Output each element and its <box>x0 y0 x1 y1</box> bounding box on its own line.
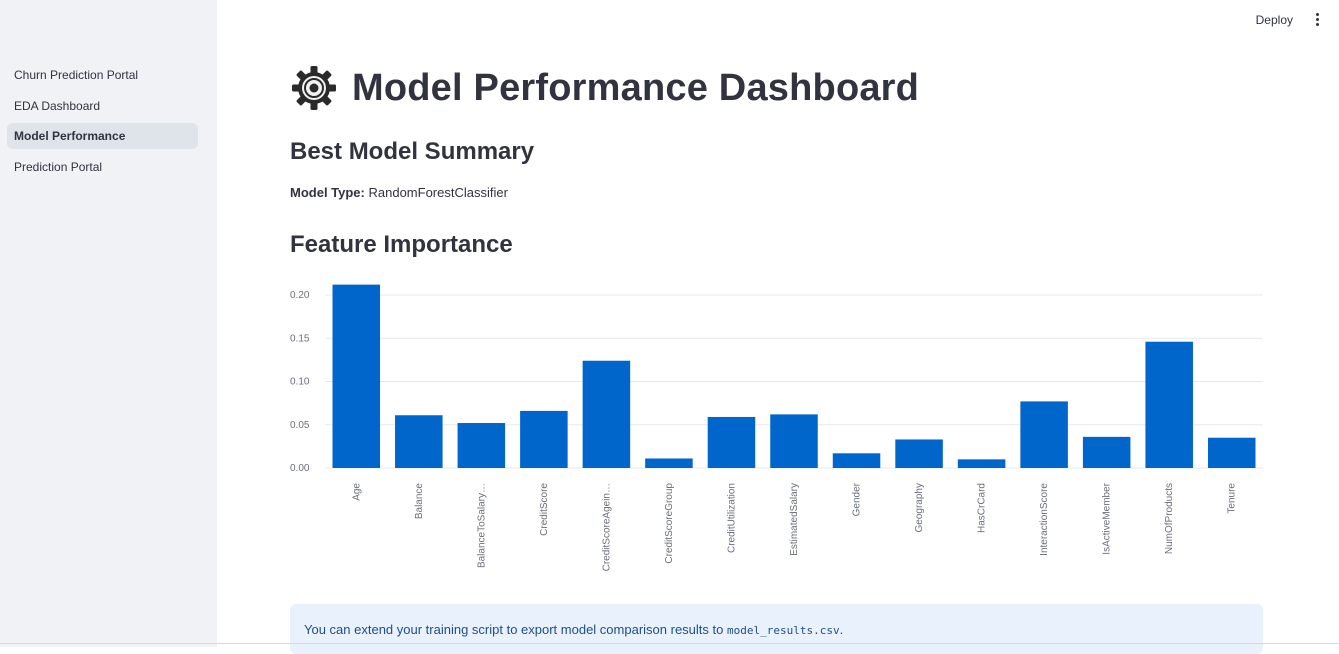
info-message: You can extend your training script to e… <box>304 622 843 637</box>
info-box: You can extend your training script to e… <box>290 604 1263 654</box>
x-tick-label: HasCrCard <box>977 483 988 533</box>
x-tick-label: NumOfProducts <box>1164 483 1175 554</box>
sidebar-item-churn-prediction-portal[interactable]: Churn Prediction Portal <box>14 68 139 82</box>
page-title: Model Performance Dashboard <box>352 66 920 109</box>
sidebar-item-prediction-portal[interactable]: Prediction Portal <box>14 159 103 174</box>
bar[interactable] <box>707 416 756 468</box>
vertical-dots-icon[interactable] <box>1313 12 1321 28</box>
sidebar: Churn Prediction Portal EDA Dashboard Mo… <box>0 0 217 647</box>
model-type-value: RandomForestClassifier <box>368 185 508 200</box>
x-tick-label: InteractionScore <box>1039 483 1050 556</box>
x-tick-label: CreditUtilization <box>726 483 737 553</box>
x-tick-label: CreditScoreAgein… <box>601 483 612 571</box>
best-model-summary-heading: Best Model Summary <box>290 138 535 165</box>
top-bar: Deploy <box>217 0 1339 40</box>
sidebar-item-eda-dashboard[interactable]: EDA Dashboard <box>14 98 101 113</box>
bar[interactable] <box>832 453 881 468</box>
deploy-button[interactable]: Deploy <box>1255 13 1293 27</box>
info-message-text: You can extend your training script to e… <box>304 622 724 637</box>
bar[interactable] <box>1082 436 1131 468</box>
bar[interactable] <box>332 284 381 468</box>
x-tick-label: Gender <box>852 482 863 516</box>
y-tick-label: 0.00 <box>290 463 310 474</box>
y-tick-label: 0.05 <box>290 420 310 431</box>
y-tick-label: 0.15 <box>290 333 310 344</box>
feature-importance-heading: Feature Importance <box>290 231 513 258</box>
bar[interactable] <box>770 414 818 468</box>
bar[interactable] <box>957 459 1006 468</box>
x-tick-label: Balance <box>414 483 425 520</box>
x-tick-label: BalanceToSalary… <box>476 483 487 568</box>
x-tick-label: EstimatedSalary <box>789 483 800 556</box>
y-tick-label: 0.10 <box>290 377 310 388</box>
feature-importance-chart: 0.00 0.05 0.10 0.15 0.20 Age Balance BalanceToS… <box>290 284 1263 571</box>
bar[interactable] <box>520 410 568 468</box>
model-type-line: Model Type: RandomForestClassifier <box>290 185 508 200</box>
bar[interactable] <box>1020 401 1068 468</box>
x-tick-label: IsActiveMember <box>1102 482 1113 554</box>
info-suffix: . <box>839 622 844 637</box>
y-tick-label: 0.20 <box>290 290 310 301</box>
x-tick-label: Geography <box>914 483 925 532</box>
bottom-divider <box>0 643 1339 644</box>
bar[interactable] <box>1207 437 1256 468</box>
model-type-label: Model Type: <box>290 185 365 200</box>
info-code: model_results.csv <box>726 624 840 637</box>
bar[interactable] <box>457 423 506 468</box>
bar[interactable] <box>395 415 443 468</box>
title-row: Model Performance Dashboard <box>290 60 919 116</box>
bar[interactable] <box>645 458 693 468</box>
sidebar-item-model-performance[interactable]: Model Performance <box>7 123 198 150</box>
x-tick-label: CreditScore <box>539 483 550 536</box>
bar[interactable] <box>1145 341 1193 468</box>
bar[interactable] <box>895 439 943 468</box>
gear-icon <box>292 66 336 110</box>
x-tick-label: Tenure <box>1227 483 1238 514</box>
x-tick-label: CreditScoreGroup <box>664 483 675 564</box>
sidebar-nav: Churn Prediction Portal EDA Dashboard Mo… <box>7 62 198 184</box>
x-tick-label: Age <box>351 483 362 501</box>
bar[interactable] <box>582 360 631 468</box>
